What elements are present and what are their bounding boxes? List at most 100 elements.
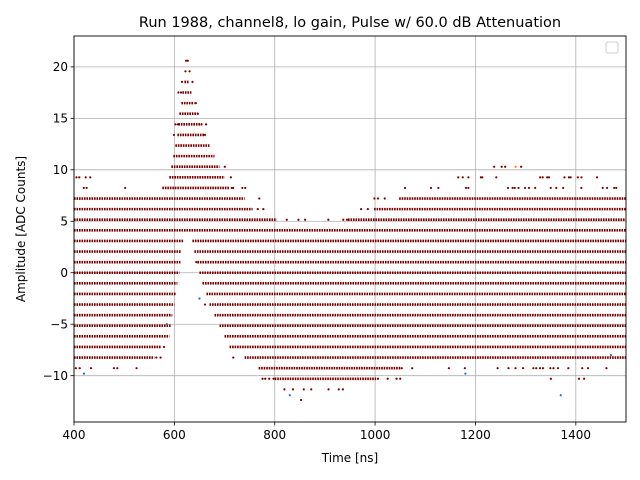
data-point (500, 165, 503, 168)
data-point (84, 176, 87, 179)
data-point (383, 197, 386, 200)
data-point (595, 176, 599, 179)
data-point (411, 367, 414, 370)
data-point (467, 176, 470, 179)
data-point (258, 197, 261, 200)
data-point (176, 123, 179, 126)
data-point-outlier (514, 165, 517, 168)
chart-title: Run 1988, channel8, lo gain, Pulse w/ 60… (139, 15, 561, 31)
data-point (310, 388, 313, 391)
data-point (180, 80, 184, 84)
x-axis-ticks: 400 600 800 1000 1200 1400 (63, 422, 592, 442)
data-point (184, 70, 187, 73)
y-tick-label: 10 (53, 163, 68, 177)
data-point (549, 377, 552, 380)
data-point (186, 59, 189, 62)
data-point-outlier (609, 353, 613, 357)
data-point (395, 377, 398, 380)
data-point (400, 367, 403, 370)
data-point (241, 186, 244, 190)
data-point (159, 356, 162, 359)
data-point (155, 356, 158, 359)
data-point (302, 388, 305, 391)
x-axis-label: Time [ns] (321, 451, 378, 465)
data-points-layer (74, 59, 626, 402)
data-point (283, 388, 286, 391)
data-point (577, 377, 581, 380)
data-point (586, 367, 590, 370)
data-point (447, 367, 451, 370)
data-point (124, 186, 127, 190)
x-tick-label: 1000 (360, 428, 391, 442)
data-point (429, 186, 433, 190)
data-point (196, 112, 199, 115)
data-point (562, 186, 565, 190)
data-point (605, 186, 609, 190)
data-point (481, 176, 484, 179)
data-point (386, 377, 389, 380)
data-point (337, 388, 340, 391)
data-point (203, 133, 207, 137)
data-point (539, 176, 542, 179)
data-point (583, 377, 586, 380)
data-point (567, 176, 571, 179)
data-point (523, 186, 527, 190)
data-point (580, 186, 583, 190)
x-tick-label: 1400 (561, 428, 592, 442)
data-point (496, 367, 499, 370)
data-point (576, 176, 579, 179)
data-point-outlier (82, 372, 86, 375)
data-point (541, 367, 545, 370)
data-point (513, 186, 516, 190)
y-axis-ticks: −10 −5 0 5 10 15 20 (43, 60, 74, 383)
data-point (204, 123, 208, 126)
data-point (162, 345, 166, 349)
data-point (78, 367, 81, 370)
data-point (261, 377, 264, 380)
data-point (514, 367, 517, 370)
data-point (495, 176, 498, 179)
data-point (581, 367, 584, 370)
y-tick-label: 5 (60, 215, 68, 229)
y-tick-label: −5 (50, 318, 68, 332)
x-tick-label: 1200 (460, 428, 491, 442)
data-point (563, 176, 566, 179)
data-point (203, 303, 207, 306)
data-point (172, 133, 176, 137)
data-point (191, 80, 194, 84)
data-point (89, 367, 93, 370)
data-point (268, 377, 271, 380)
data-point (552, 367, 555, 370)
data-point (285, 218, 288, 221)
data-point (229, 176, 232, 179)
data-point (511, 186, 514, 190)
data-point (177, 91, 180, 94)
data-point (534, 186, 537, 190)
data-point (546, 176, 549, 179)
data-point (341, 388, 345, 391)
data-point (464, 186, 468, 190)
data-point (507, 367, 510, 370)
data-point (223, 165, 226, 168)
data-point (195, 261, 198, 264)
x-tick-label: 400 (63, 428, 86, 442)
data-point (541, 176, 544, 179)
data-point (461, 176, 464, 179)
data-point (360, 208, 363, 211)
data-point (200, 123, 203, 126)
data-point (345, 218, 349, 221)
data-point (437, 186, 440, 190)
data-point (532, 367, 535, 370)
y-tick-label: 0 (60, 266, 68, 280)
y-tick-label: 15 (53, 112, 68, 126)
data-point (403, 186, 407, 190)
data-point (605, 367, 608, 370)
data-point (194, 102, 197, 105)
data-point-outlier (165, 323, 168, 326)
data-point (520, 165, 523, 168)
data-point (366, 208, 369, 211)
data-point (297, 218, 300, 221)
data-point (373, 197, 376, 200)
data-point (613, 186, 616, 190)
